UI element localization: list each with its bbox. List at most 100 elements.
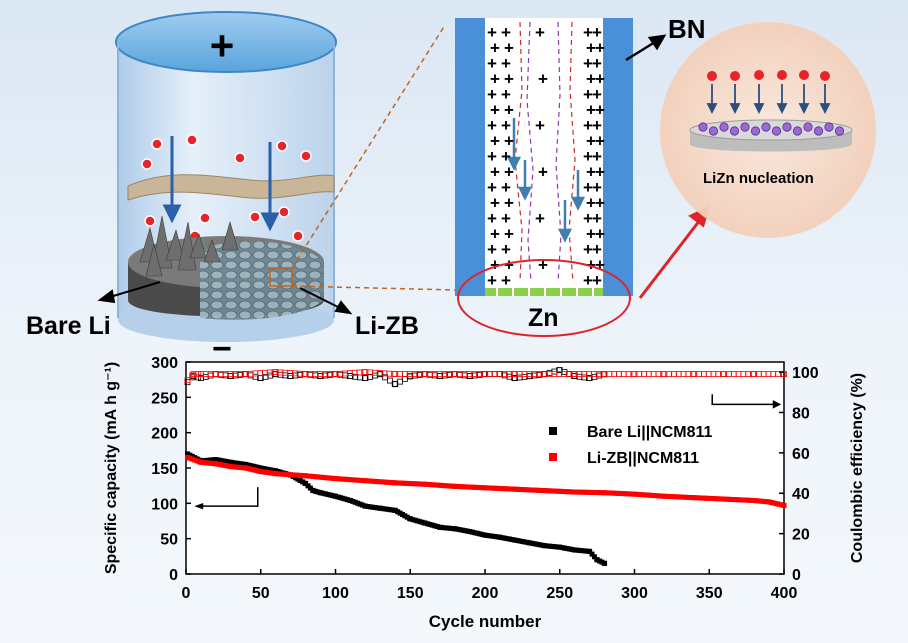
chart-legend: Bare Li||NCM811 Li-ZB||NCM811 [549, 424, 713, 467]
y-right-tick-label: 60 [792, 446, 810, 463]
cation-charge-glyph: + [504, 70, 514, 89]
cation-charge-glyph: + [595, 132, 605, 151]
cation-charge-glyph: + [592, 178, 602, 197]
cation-charge-glyph: + [501, 116, 511, 135]
separator-membrane [127, 174, 335, 201]
axis-indicator-arrows [194, 394, 782, 510]
zoom-guide-lines [291, 24, 456, 291]
nucleation-pointer-arrow [638, 205, 711, 299]
cation-charge-glyph: + [490, 163, 500, 182]
y-right-tick-label: 100 [792, 365, 819, 382]
zoom-box [269, 267, 293, 287]
cation-charge-glyph: + [538, 256, 548, 275]
legend-marker [549, 427, 557, 435]
data-point [189, 372, 196, 379]
data-point [591, 554, 597, 560]
cation-charge-glyph: + [595, 101, 605, 120]
cation-charge-glyph: + [586, 70, 596, 89]
cation-charge-glyph: + [583, 116, 593, 135]
x-tick-label: 400 [771, 585, 798, 602]
right-axis-arrowhead [772, 400, 782, 409]
cation-charge-glyph: + [586, 225, 596, 244]
bn-channel-detail: + + + + ++ + + ++ + + ++ + + + ++ + + ++ + + ++ + + + ++ + + ++ + + ++… [455, 18, 633, 296]
cation-charge-glyph: + [487, 240, 497, 259]
cation-charge-glyph: + [538, 70, 548, 89]
lizn-nucleus [792, 126, 803, 136]
cation-charge-glyph: + [583, 85, 593, 104]
lizn-nucleus [698, 122, 708, 132]
cation-charge-glyph: + [583, 271, 593, 290]
zn-highlight-ellipse [457, 259, 631, 337]
cation-charge-glyph: + [583, 23, 593, 42]
cation-charge-glyph: + [592, 209, 602, 228]
cation-charge-glyph: + [586, 101, 596, 120]
lizn-nucleus [708, 126, 719, 136]
data-point [184, 377, 191, 384]
cation-charge-glyph: + [595, 194, 605, 213]
cation-charge-glyph: + [583, 54, 593, 73]
cation-charge-glyph: + [504, 39, 514, 58]
positive-terminal-sign: + [210, 22, 235, 69]
li-zb-label: Li-ZB [355, 312, 419, 340]
cation-charge-glyph: + [586, 256, 596, 275]
x-tick-label: 0 [182, 585, 191, 602]
cation-charge-glyph: + [583, 209, 593, 228]
y-right-tick-label: 80 [792, 405, 810, 422]
right-axis-arrow [711, 394, 777, 406]
cation-charge-glyph: + [592, 23, 602, 42]
lizn-nucleus [740, 122, 750, 132]
y-right-axis-label: Coulombic efficiency (%) [849, 373, 866, 563]
cation-charge-glyph: + [504, 132, 514, 151]
cation-charge-glyph: + [501, 147, 511, 166]
data-point [387, 377, 393, 384]
bare-li-label: Bare Li [26, 312, 111, 340]
cation-charge-glyph: + [501, 271, 511, 290]
plot-area [185, 361, 785, 575]
zn-label: Zn [528, 304, 559, 332]
cation-charge-glyph: + [583, 178, 593, 197]
data-point [589, 551, 595, 557]
lizn-nucleus [834, 126, 845, 136]
cation-charge-glyph: + [487, 54, 497, 73]
cation-charge-glyph: + [490, 70, 500, 89]
data-point [587, 548, 593, 554]
ion-flux-arrows [162, 136, 280, 232]
data-point [781, 502, 787, 508]
lizn-nucleation-inset [660, 22, 876, 238]
y-left-tick-label: 250 [151, 390, 178, 407]
cation-charge-glyph: + [583, 147, 593, 166]
schematic-illustration: + [97, 11, 876, 342]
x-tick-label: 200 [472, 585, 499, 602]
data-point [602, 560, 608, 566]
cation-charge-glyph: + [490, 225, 500, 244]
lizn-nucleus [729, 126, 740, 136]
data-point [382, 374, 389, 381]
cation-charge-glyph: + [487, 85, 497, 104]
x-axis-label: Cycle number [429, 612, 542, 631]
x-tick-label: 250 [546, 585, 573, 602]
cation-charge-glyph: + [592, 271, 602, 290]
cation-charge-glyph: + [586, 132, 596, 151]
x-tick-label: 350 [696, 585, 723, 602]
cation-charge-glyph: + [583, 240, 593, 259]
series-li-zb-ncm811 [184, 454, 787, 508]
cation-charge-glyph: + [501, 178, 511, 197]
cation-charge-glyph: + [595, 256, 605, 275]
lizn-nucleus [824, 122, 834, 132]
cation-charge-glyph: + [592, 147, 602, 166]
cation-charge-glyph: + [501, 240, 511, 259]
cation-charge-glyph: + [490, 39, 500, 58]
cation-charge-glyph: + [487, 209, 497, 228]
cation-charge-glyph: + [586, 163, 596, 182]
cation-charge-glyph: + [490, 132, 500, 151]
cation-charge-glyph: + [504, 256, 514, 275]
cation-charge-glyph: + [487, 271, 497, 290]
y-left-tick-label: 300 [151, 355, 178, 372]
y-left-tick-label: 200 [151, 426, 178, 443]
cation-charge-glyph: + [501, 85, 511, 104]
left-axis-arrow [197, 487, 259, 507]
lithium-ions [141, 134, 312, 258]
lizn-nucleus [761, 122, 771, 132]
cation-charge-glyph: + [490, 101, 500, 120]
lizn-nucleus [771, 126, 782, 136]
